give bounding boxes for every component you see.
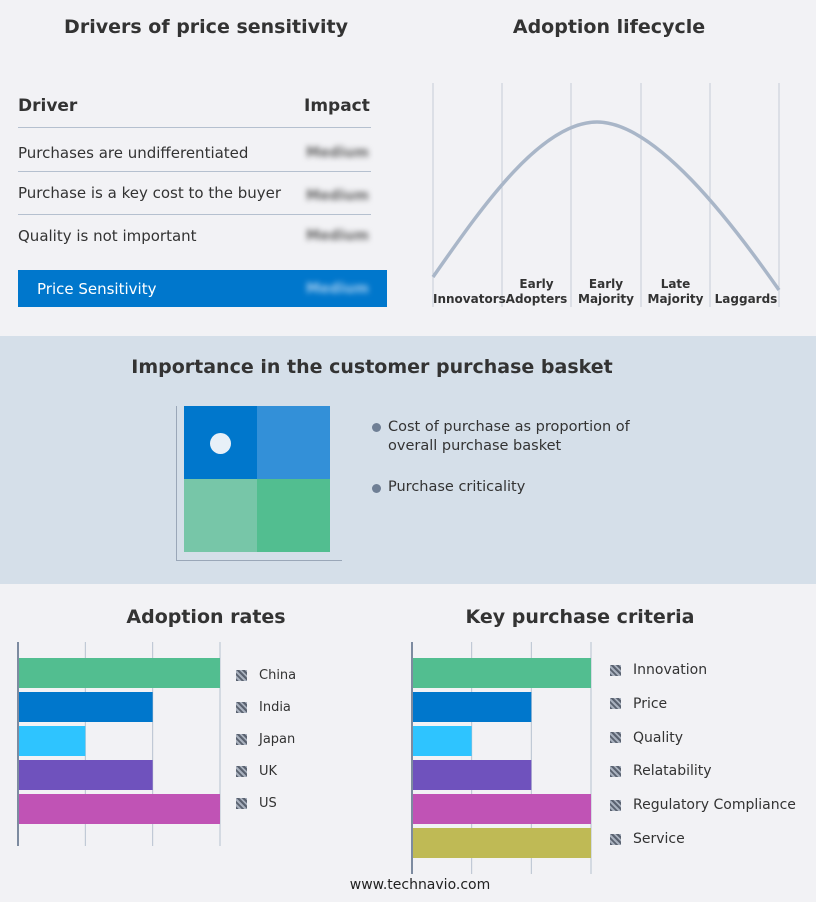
drivers-title: Drivers of price sensitivity	[64, 16, 348, 38]
stage-early-adopters: Early Adopters	[502, 277, 571, 307]
stage-innovators: Innovators	[433, 277, 506, 307]
divider	[18, 127, 371, 128]
legend-swatch-icon	[236, 734, 247, 745]
stage-label: Adopters	[505, 292, 568, 306]
bar-innovation	[412, 658, 591, 688]
impact-value: Medium	[306, 145, 369, 161]
bar-china	[18, 658, 220, 688]
legend-label: China	[259, 668, 297, 683]
legend-label: US	[259, 796, 277, 811]
stage-label: Majority	[578, 292, 634, 306]
legend-swatch-icon	[610, 765, 621, 777]
matrix-quadrant-top-right	[257, 406, 330, 479]
driver-row: Purchase is a key cost to the buyer	[18, 184, 282, 202]
legend-swatch-icon	[236, 798, 247, 809]
legend-item: Relatability	[610, 763, 712, 779]
bar-japan	[18, 726, 86, 756]
price-sensitivity-row: Price Sensitivity Medium	[18, 270, 387, 307]
bar-regulatory-compliance	[412, 794, 591, 824]
legend-item: Japan	[236, 732, 295, 747]
legend-swatch-icon	[236, 766, 247, 777]
kpc-title: Key purchase criteria	[465, 606, 695, 628]
legend-swatch-icon	[610, 732, 621, 744]
legend-label: Price	[633, 695, 668, 712]
bar-relatability	[412, 760, 532, 790]
legend-label: Regulatory Compliance	[633, 797, 796, 814]
legend-item: China	[236, 668, 296, 683]
stage-label: Laggards	[714, 292, 778, 306]
bullet-icon	[372, 423, 381, 432]
impact-value: Medium	[306, 188, 369, 204]
legend-swatch-icon	[610, 698, 621, 710]
legend-item: India	[236, 700, 291, 715]
stage-label: Early	[588, 277, 624, 291]
basket-legend-criticality: Purchase criticality	[388, 479, 526, 495]
matrix-quadrant-bottom-right	[257, 479, 330, 552]
legend-item: Quality	[610, 730, 683, 746]
legend-swatch-icon	[236, 702, 247, 713]
stage-late-majority: Late Majority	[641, 277, 710, 307]
matrix-x-axis	[176, 560, 342, 561]
impact-value: Medium	[306, 228, 369, 244]
adoption-rates-title: Adoption rates	[126, 606, 286, 628]
summary-impact: Medium	[306, 281, 369, 297]
basket-title: Importance in the customer purchase bask…	[131, 356, 613, 378]
summary-label: Price Sensitivity	[37, 280, 157, 298]
basket-section	[0, 336, 816, 584]
driver-row: Purchases are undifferentiated	[18, 144, 249, 162]
divider	[18, 171, 371, 172]
legend-swatch-icon	[236, 670, 247, 681]
driver-row: Quality is not important	[18, 227, 197, 245]
divider	[18, 214, 371, 215]
legend-label: Quality	[633, 729, 684, 746]
legend-item: Innovation	[610, 662, 707, 678]
legend-label: Japan	[259, 732, 296, 747]
legend-swatch-icon	[610, 664, 621, 676]
bar-service	[412, 828, 591, 858]
bullet-icon	[372, 484, 381, 493]
bar-uk	[18, 760, 153, 790]
driver-column-header: Driver	[18, 96, 78, 116]
lifecycle-title: Adoption lifecycle	[512, 16, 706, 38]
stage-laggards: Laggards	[710, 292, 782, 307]
legend-item: US	[236, 796, 277, 811]
legend-item: Price	[610, 696, 667, 712]
position-marker	[210, 433, 231, 454]
legend-item: Service	[610, 831, 685, 847]
footer-url: www.technavio.com	[349, 877, 491, 893]
adoption-curve	[431, 120, 781, 292]
legend-swatch-icon	[610, 799, 621, 811]
stage-label: Majority	[647, 292, 704, 306]
legend-item: UK	[236, 764, 277, 779]
impact-column-header: Impact	[304, 96, 370, 116]
legend-label: Innovation	[633, 662, 708, 678]
stage-early-majority: Early Majority	[571, 277, 641, 307]
bar-us	[18, 794, 220, 824]
basket-legend-cost: Cost of purchase as proportion of overal…	[388, 419, 630, 454]
lifecycle-chart	[431, 83, 781, 307]
legend-label: UK	[259, 764, 278, 779]
stage-label: Innovators	[433, 292, 506, 306]
legend-swatch-icon	[610, 833, 621, 845]
stage-label: Early	[519, 277, 554, 291]
bar-india	[18, 692, 153, 722]
bar-quality	[412, 726, 472, 756]
matrix-y-axis	[176, 406, 177, 560]
legend-label: Relatability	[633, 763, 712, 780]
legend-item: Regulatory Compliance	[610, 797, 796, 813]
legend-label: India	[259, 700, 291, 715]
matrix-quadrant-bottom-left	[184, 479, 257, 552]
stage-label: Late	[660, 277, 691, 291]
bar-price	[412, 692, 532, 722]
legend-label: Service	[633, 831, 685, 847]
